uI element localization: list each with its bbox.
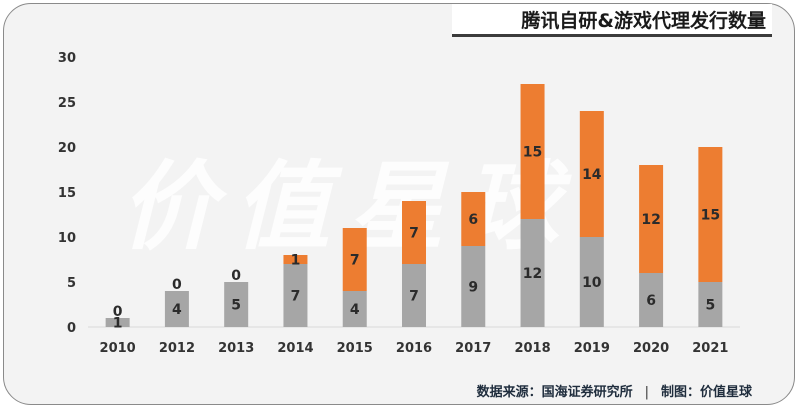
x-tick-label: 2017 xyxy=(455,341,491,356)
footer-separator: | xyxy=(644,385,649,400)
y-tick-label: 15 xyxy=(58,186,76,201)
x-tick-label: 2021 xyxy=(692,341,728,356)
data-label: 5 xyxy=(231,298,241,314)
bar-segment-top xyxy=(698,147,723,282)
bar-segment-bottom xyxy=(342,291,367,327)
source-text: 数据来源：国海证券研究所 xyxy=(476,385,633,400)
bar-segment-bottom xyxy=(105,318,130,327)
data-label: 12 xyxy=(641,212,660,228)
data-label: 7 xyxy=(350,253,360,269)
x-tick-label: 2014 xyxy=(277,341,313,356)
data-label: 7 xyxy=(409,226,419,242)
bar-segment-top xyxy=(402,201,426,264)
bar-segment-bottom xyxy=(698,282,723,327)
chart-footer: 数据来源：国海证券研究所 | 制图：价值星球 xyxy=(477,381,752,400)
credit-text: 制图：价值星球 xyxy=(660,385,752,400)
data-label: 6 xyxy=(468,212,478,228)
bar-segment-bottom xyxy=(520,219,545,327)
bar-segment-top xyxy=(520,84,545,219)
bar-segment-top xyxy=(639,165,664,273)
x-tick-label: 2019 xyxy=(574,341,610,356)
bar-segment-bottom xyxy=(224,282,249,327)
data-label: 0 xyxy=(231,268,241,284)
bar-segment-bottom xyxy=(402,264,426,327)
bar-segment-bottom xyxy=(579,237,604,327)
bar-segment-top xyxy=(283,255,308,264)
data-label: 1 xyxy=(113,316,123,332)
chart-bars xyxy=(105,84,723,327)
bar-segment-bottom xyxy=(639,273,664,327)
y-tick-label: 20 xyxy=(58,141,76,156)
bar-segment-top xyxy=(461,192,486,246)
data-label: 0 xyxy=(172,277,182,293)
bar-segment-bottom xyxy=(283,264,308,327)
data-label: 14 xyxy=(582,167,602,183)
x-tick-label: 2018 xyxy=(514,341,550,356)
x-tick-label: 2020 xyxy=(633,341,669,356)
x-tick-label: 2015 xyxy=(337,341,373,356)
data-label: 4 xyxy=(350,302,360,318)
data-label: 6 xyxy=(646,293,656,309)
y-tick-label: 5 xyxy=(67,276,76,291)
y-tick-label: 10 xyxy=(58,231,76,246)
bar-segment-top xyxy=(579,111,604,237)
bar-segment-bottom xyxy=(164,291,189,327)
y-tick-label: 25 xyxy=(58,96,76,111)
title-box: 腾讯自研&游戏代理发行数量 xyxy=(452,4,772,37)
data-label: 1 xyxy=(291,253,301,269)
x-tick-label: 2016 xyxy=(396,341,432,356)
bar-segment-bottom xyxy=(461,246,486,327)
data-label: 0 xyxy=(113,304,123,320)
x-tick-label: 2010 xyxy=(100,341,136,356)
data-label: 15 xyxy=(701,208,720,224)
y-tick-label: 0 xyxy=(67,321,76,336)
data-label: 7 xyxy=(409,289,419,305)
y-tick-label: 30 xyxy=(58,51,76,66)
data-label: 7 xyxy=(291,289,301,305)
chart-title: 腾讯自研&游戏代理发行数量 xyxy=(521,10,766,32)
data-label: 9 xyxy=(468,280,478,296)
data-label: 15 xyxy=(523,145,542,161)
data-label: 4 xyxy=(172,302,182,318)
x-tick-label: 2013 xyxy=(218,341,254,356)
data-label: 12 xyxy=(523,266,542,282)
data-label: 10 xyxy=(582,275,602,291)
data-label: 5 xyxy=(705,298,715,314)
bar-segment-top xyxy=(342,228,367,291)
x-tick-label: 2012 xyxy=(159,341,195,356)
